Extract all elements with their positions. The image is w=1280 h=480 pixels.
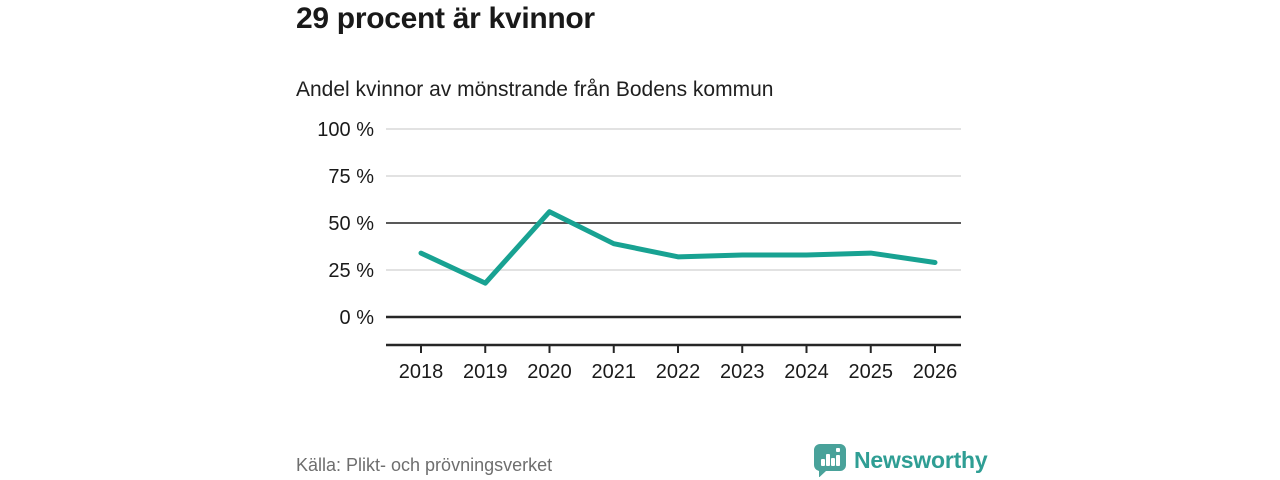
x-axis-label-2024: 2024 <box>784 361 829 383</box>
y-axis-label-75: 75 % <box>328 166 374 188</box>
x-axis-label-2026: 2026 <box>913 361 958 383</box>
chart-subtitle: Andel kvinnor av mönstrande från Bodens … <box>296 78 774 101</box>
x-axis-label-2020: 2020 <box>527 361 572 383</box>
brand-name: Newsworthy <box>854 446 988 473</box>
newsworthy-logo-icon <box>813 444 846 477</box>
line-chart: 100 % 75 % 50 % 25 % 0 % 2018 2019 2020 2021 2022… <box>317 119 961 383</box>
x-axis-label-2019: 2019 <box>463 361 508 383</box>
data-line <box>418 209 938 286</box>
brand-logo: Newsworthy <box>813 443 988 477</box>
x-axis-label-2018: 2018 <box>399 361 444 383</box>
x-axis-label-2022: 2022 <box>656 361 701 383</box>
chart-title: 29 procent är kvinnor <box>296 2 595 35</box>
y-axis-label-50: 50 % <box>328 213 374 235</box>
x-axis-label-2021: 2021 <box>592 361 637 383</box>
y-axis-label-0: 0 % <box>340 307 375 329</box>
x-axis-label-2025: 2025 <box>849 361 894 383</box>
y-axis-label-25: 25 % <box>328 260 374 282</box>
y-axis-label-100: 100 % <box>317 119 374 141</box>
x-axis-label-2023: 2023 <box>720 361 765 383</box>
source-note: Källa: Plikt- och prövningsverket <box>296 455 553 475</box>
logo-bars <box>821 448 840 466</box>
